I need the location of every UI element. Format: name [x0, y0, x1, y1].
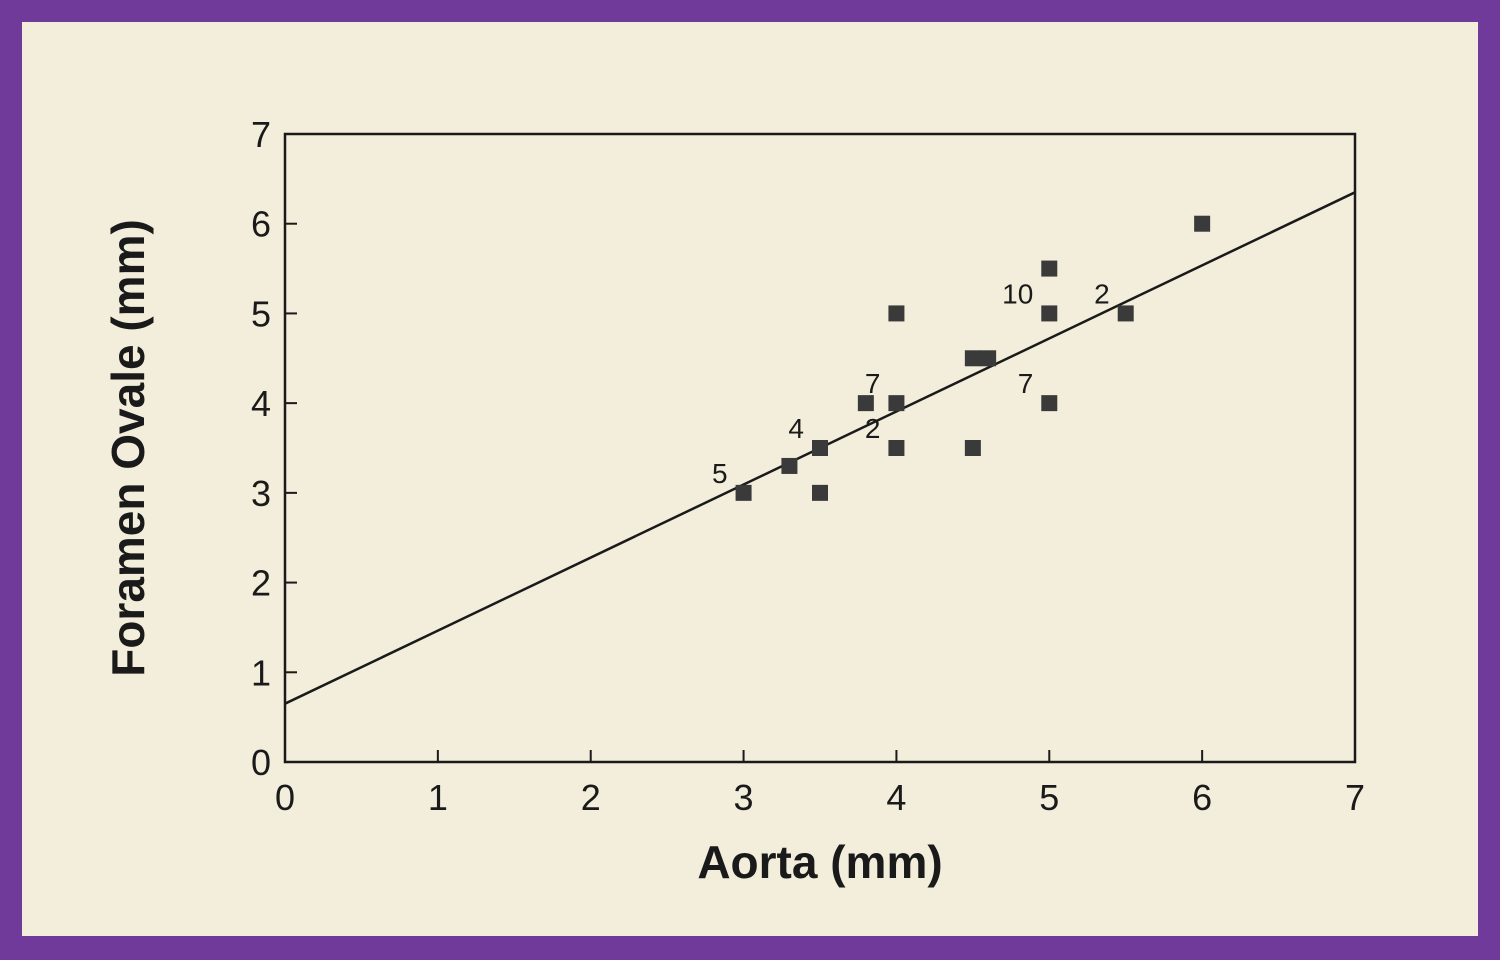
data-point-label: 2 — [1094, 278, 1110, 309]
data-point-marker — [1041, 395, 1058, 412]
data-point-marker — [980, 350, 997, 367]
scatter-chart: 0 1 2 3 4 5 6 7 0 1 2 3 4 5 6 7 5 4 7 2 10 7 2 Aorta (mm) For… — [102, 114, 1365, 888]
data-point-marker — [1041, 305, 1058, 322]
x-tick-label: 4 — [886, 777, 906, 818]
x-axis-title: Aorta (mm) — [697, 836, 942, 888]
data-point-marker — [735, 484, 752, 501]
y-axis-title: Foramen Ovale (mm) — [102, 219, 154, 677]
y-tick-label: 4 — [251, 383, 271, 424]
data-point-marker — [888, 305, 905, 322]
x-tick-label: 1 — [428, 777, 448, 818]
data-point-label: 2 — [865, 413, 881, 444]
data-point-label: 5 — [712, 458, 728, 489]
y-tick-label: 0 — [251, 742, 271, 783]
y-tick-label: 6 — [251, 204, 271, 245]
data-point-label: 10 — [1002, 278, 1033, 309]
plot-area — [283, 132, 1357, 764]
x-tick-label: 5 — [1039, 777, 1059, 818]
data-point-marker — [1041, 260, 1058, 277]
y-tick-label: 7 — [251, 114, 271, 155]
y-tick-label: 2 — [251, 563, 271, 604]
data-point-label: 4 — [788, 413, 804, 444]
data-point-marker — [888, 440, 905, 456]
figure-panel: 0 1 2 3 4 5 6 7 0 1 2 3 4 5 6 7 5 4 7 2 10 7 2 Aorta (mm) For… — [22, 22, 1478, 936]
data-point-marker — [964, 350, 981, 367]
data-point-marker — [964, 440, 981, 456]
x-tick-label: 3 — [734, 777, 754, 818]
data-point-marker — [781, 457, 798, 474]
data-point-marker — [812, 440, 828, 456]
x-tick-label: 0 — [275, 777, 295, 818]
data-point-label: 7 — [865, 368, 881, 399]
x-tick-label: 6 — [1192, 777, 1212, 818]
y-tick-label: 1 — [251, 652, 271, 693]
data-point-label: 7 — [1018, 368, 1034, 399]
data-point-marker — [1194, 215, 1211, 232]
data-point-marker — [812, 484, 828, 501]
x-tick-label: 7 — [1345, 777, 1365, 818]
data-point-marker — [1117, 305, 1134, 322]
y-tick-label: 5 — [251, 293, 271, 334]
axis-ticks: 0 1 2 3 4 5 6 7 0 1 2 3 4 5 6 7 — [251, 114, 1365, 818]
y-tick-label: 3 — [251, 473, 271, 514]
data-point-marker — [857, 395, 874, 412]
data-point-marker — [888, 395, 905, 412]
data-points: 5 4 7 2 10 7 2 — [712, 215, 1211, 501]
x-tick-label: 2 — [581, 777, 601, 818]
